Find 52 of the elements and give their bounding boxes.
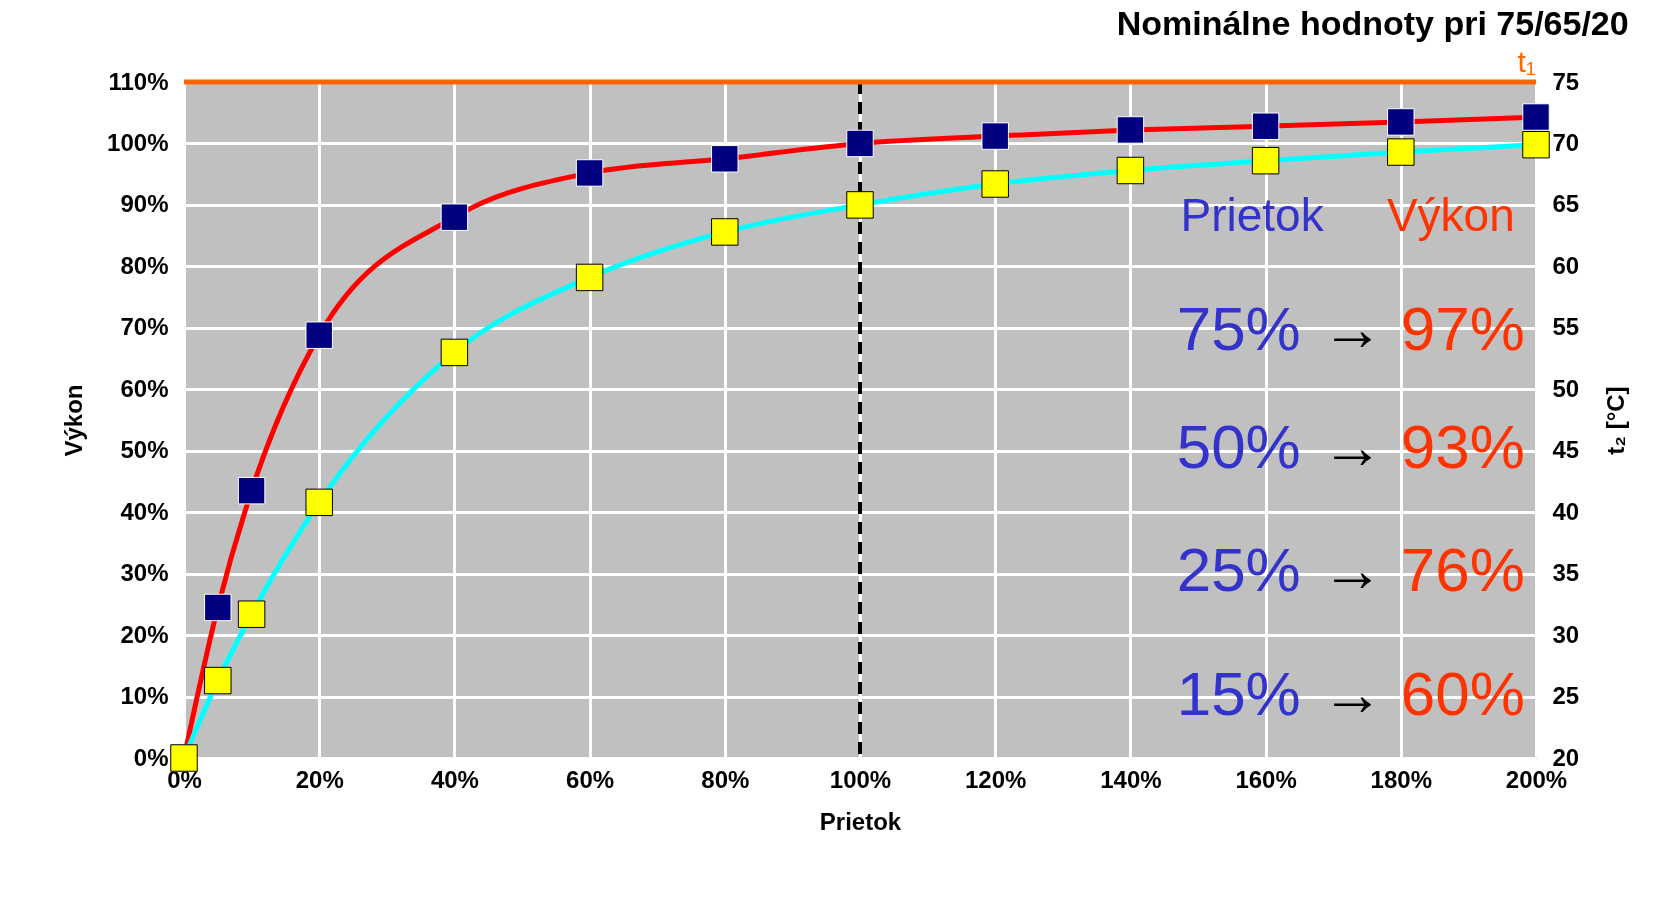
x-tick-label: 140%	[1100, 765, 1162, 793]
y2-axis-title: t₂ [°C]	[1602, 386, 1630, 455]
y2-tick-label: 35	[1552, 559, 1580, 587]
annotation: 97%	[1400, 293, 1525, 363]
y2-tick-label: 40	[1552, 497, 1580, 525]
chart-title: Nominálne hodnoty pri 75/65/20	[1116, 4, 1629, 42]
annotation: 15%	[1176, 658, 1301, 728]
annotation: 75%	[1176, 293, 1301, 363]
ref-line-label: t₁	[1517, 45, 1536, 78]
x-tick-label: 100%	[829, 765, 892, 793]
y2-tick-label: 50	[1552, 374, 1580, 402]
y-tick-label: 20%	[120, 620, 169, 648]
y2-tick-label: 25	[1552, 682, 1580, 710]
annotation: Prietok	[1180, 188, 1325, 241]
y2-tick-label: 75	[1552, 67, 1580, 95]
y-tick-label: 60%	[120, 374, 169, 402]
x-tick-label: 60%	[566, 765, 615, 793]
annotation: →	[1321, 534, 1384, 604]
annotation: 60%	[1400, 658, 1525, 728]
x-tick-label: 180%	[1370, 765, 1432, 793]
y-tick-label: 30%	[120, 559, 169, 587]
annotation: →	[1321, 293, 1384, 363]
annotation: 50%	[1176, 411, 1301, 481]
y-tick-label: 80%	[120, 251, 169, 279]
y-tick-label: 100%	[107, 128, 169, 156]
y-tick-label: 70%	[120, 313, 169, 341]
annotation: →	[1321, 411, 1384, 481]
annotation: →	[1321, 658, 1384, 728]
y-tick-label: 10%	[120, 682, 169, 710]
y-tick-label: 0%	[133, 743, 169, 771]
y-axis-title: Výkon	[60, 384, 88, 457]
y2-tick-label: 55	[1552, 313, 1580, 341]
x-tick-label: 40%	[430, 765, 479, 793]
x-tick-label: 120%	[965, 765, 1027, 793]
y-tick-label: 110%	[108, 67, 169, 95]
annotation: 76%	[1400, 534, 1525, 604]
x-tick-label: 80%	[701, 765, 750, 793]
x-axis-title: Prietok	[819, 807, 902, 835]
x-tick-label: 20%	[295, 765, 344, 793]
y2-tick-label: 60	[1552, 251, 1580, 279]
annotation: 93%	[1400, 411, 1525, 481]
y2-tick-label: 65	[1552, 190, 1580, 218]
x-tick-label: 0%	[167, 765, 202, 793]
y-tick-label: 90%	[120, 190, 169, 218]
y2-tick-label: 70	[1552, 128, 1580, 156]
y2-tick-label: 30	[1552, 620, 1580, 648]
y2-tick-label: 45	[1552, 436, 1580, 464]
y-tick-label: 40%	[120, 497, 169, 525]
y-tick-label: 50%	[120, 436, 169, 464]
annotation: Výkon	[1386, 188, 1515, 241]
x-tick-label: 160%	[1235, 765, 1297, 793]
annotation: 25%	[1176, 534, 1301, 604]
